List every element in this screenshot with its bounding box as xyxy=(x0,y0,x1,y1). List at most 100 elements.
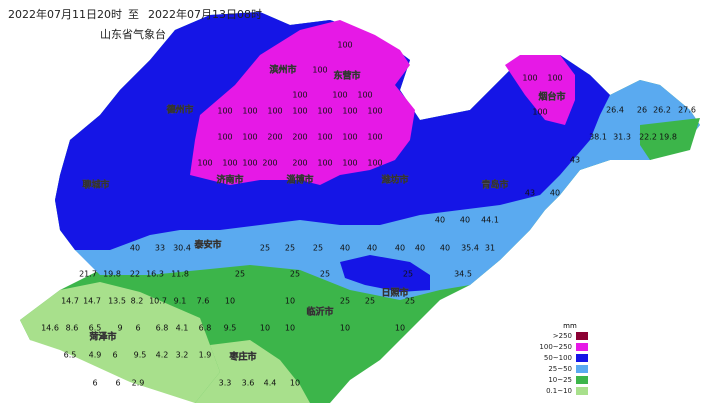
city-label: 东营市 xyxy=(333,70,360,82)
value-label: 6.8 xyxy=(156,324,169,333)
value-label: 10 xyxy=(290,379,300,388)
map-regions xyxy=(20,12,700,403)
value-label: 26.4 xyxy=(606,106,624,115)
value-label: 25 xyxy=(365,297,375,306)
city-label: 泰安市 xyxy=(193,239,221,251)
value-label: 100 xyxy=(547,74,562,83)
value-label: 40 xyxy=(440,244,450,253)
city-label: 淄博市 xyxy=(286,174,313,186)
value-label: 9.1 xyxy=(174,297,187,306)
value-label: 9 xyxy=(117,324,122,333)
end-time: 2022年07月13日08时 xyxy=(148,7,262,21)
legend-label: 50~100 xyxy=(544,354,572,362)
region-0-10 xyxy=(20,282,220,403)
value-label: 14.6 xyxy=(41,324,59,333)
value-label: 6 xyxy=(135,324,140,333)
value-label: 4.4 xyxy=(264,379,277,388)
value-label: 40 xyxy=(460,216,470,225)
region-10-25 xyxy=(640,118,700,160)
value-label: 40 xyxy=(435,216,445,225)
value-label: 25 xyxy=(340,297,350,306)
value-label: 33 xyxy=(155,244,165,253)
value-label: 25 xyxy=(260,244,270,253)
value-label: 21.7 xyxy=(79,270,97,279)
value-label: 100 xyxy=(292,107,307,116)
value-label: 26 xyxy=(637,106,647,115)
value-label: 10 xyxy=(285,297,295,306)
value-label: 100 xyxy=(242,133,257,142)
city-label: 潍坊市 xyxy=(381,174,408,186)
value-label: 4.9 xyxy=(89,351,102,360)
value-label: 14.7 xyxy=(83,297,101,306)
time-separator: 至 xyxy=(128,8,139,21)
city-label: 聊城市 xyxy=(82,179,109,191)
value-label: 100 xyxy=(267,107,282,116)
value-label: 100 xyxy=(342,159,357,168)
legend-swatch xyxy=(576,376,588,384)
value-label: 200 xyxy=(292,159,307,168)
value-label: 100 xyxy=(217,133,232,142)
legend-label: 0.1~10 xyxy=(546,387,572,395)
legend-label: 25~50 xyxy=(548,365,572,373)
value-label: 100 xyxy=(317,133,332,142)
value-label: 25 xyxy=(290,270,300,279)
value-label: 40 xyxy=(130,244,140,253)
value-label: 6.5 xyxy=(89,324,102,333)
value-label: 3.2 xyxy=(176,351,189,360)
value-label: 19.8 xyxy=(659,133,677,142)
value-label: 100 xyxy=(532,108,547,117)
value-label: 100 xyxy=(367,159,382,168)
value-label: 7.6 xyxy=(197,297,210,306)
value-label: 100 xyxy=(367,107,382,116)
value-label: 100 xyxy=(242,107,257,116)
value-label: 44.1 xyxy=(481,216,499,225)
value-label: 100 xyxy=(367,133,382,142)
value-label: 25 xyxy=(285,244,295,253)
value-label: 3.3 xyxy=(219,379,232,388)
value-label: 25 xyxy=(403,270,413,279)
value-label: 43 xyxy=(525,189,535,198)
value-labels: 100 100 100 100 100 100 100 100 100 200 200 100 100 1… xyxy=(41,41,696,388)
value-label: 6.8 xyxy=(199,324,212,333)
legend-label: 10~25 xyxy=(548,376,572,384)
value-label: 43 xyxy=(570,156,580,165)
value-label: 40 xyxy=(415,244,425,253)
legend-label: >250 xyxy=(553,332,572,340)
value-label: 40 xyxy=(367,244,377,253)
value-label: 19.8 xyxy=(103,270,121,279)
city-label: 枣庄市 xyxy=(228,351,256,363)
value-label: 8.2 xyxy=(131,297,144,306)
start-time: 2022年07月11日20时 xyxy=(8,7,122,21)
value-label: 25 xyxy=(313,244,323,253)
value-label: 22 xyxy=(130,270,140,279)
value-label: 27.6 xyxy=(678,106,696,115)
city-label: 青岛市 xyxy=(481,179,508,191)
legend-swatch xyxy=(576,332,588,340)
value-label: 6 xyxy=(92,379,97,388)
value-label: 100 xyxy=(342,133,357,142)
city-label: 日照市 xyxy=(381,287,408,299)
value-label: 4.2 xyxy=(156,351,169,360)
value-label: 25 xyxy=(235,270,245,279)
value-label: 10 xyxy=(260,324,270,333)
region-100-250 xyxy=(190,20,415,185)
value-label: 4.1 xyxy=(176,324,189,333)
value-label: 10 xyxy=(285,324,295,333)
value-label: 6 xyxy=(112,351,117,360)
value-label: 100 xyxy=(222,159,237,168)
value-label: 100 xyxy=(317,159,332,168)
city-label: 德州市 xyxy=(166,104,193,116)
value-label: 2.9 xyxy=(132,379,145,388)
region-100-250 xyxy=(505,55,575,125)
value-label: 100 xyxy=(312,66,327,75)
value-label: 100 xyxy=(522,74,537,83)
value-label: 10 xyxy=(395,324,405,333)
value-label: 9.5 xyxy=(134,351,147,360)
value-label: 26.2 xyxy=(653,106,671,115)
value-label: 10 xyxy=(225,297,235,306)
value-label: 38.1 xyxy=(589,133,607,142)
value-label: 31.3 xyxy=(613,133,631,142)
value-label: 100 xyxy=(197,159,212,168)
value-label: 200 xyxy=(267,133,282,142)
